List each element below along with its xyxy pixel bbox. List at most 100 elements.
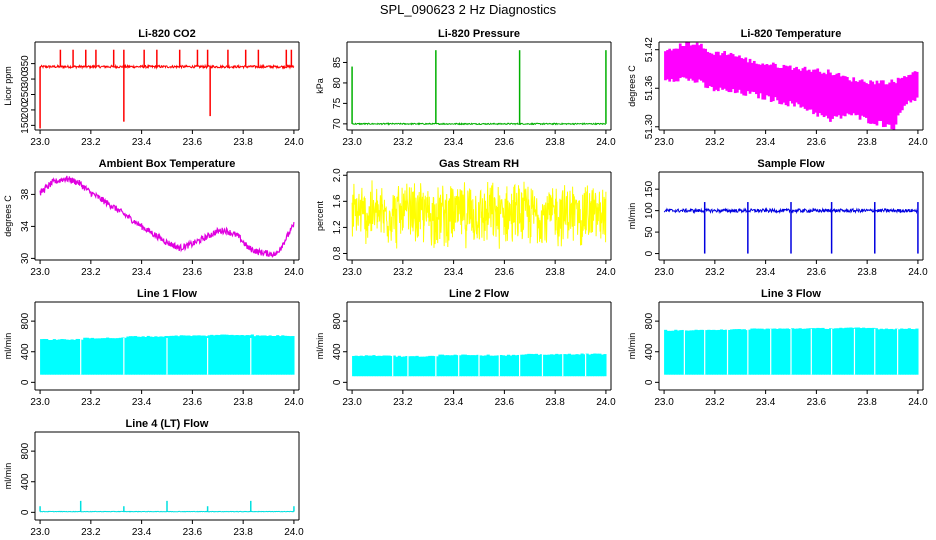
y-tick-label: 200 (20, 101, 31, 118)
x-tick-label: 24.0 (284, 267, 304, 278)
band-segment (858, 80, 862, 120)
band-segment (759, 64, 762, 94)
block-segment (189, 336, 193, 375)
band-segment (668, 48, 672, 82)
block-segment (895, 328, 899, 375)
block-segment (907, 328, 911, 375)
block-segment (557, 354, 561, 377)
block-segment (202, 335, 206, 375)
band-segment (727, 54, 731, 93)
block-segment (387, 355, 391, 377)
band-segment (678, 43, 682, 79)
block-segment (461, 354, 465, 377)
y-axis-label: ml/min (627, 203, 637, 230)
block-segment (62, 339, 67, 375)
band-segment (761, 63, 765, 100)
block-segment (410, 356, 414, 377)
band-segment (854, 81, 858, 116)
y-tick-label: 80 (332, 77, 343, 89)
block-segment (527, 353, 531, 377)
x-tick-label: 24.0 (908, 137, 928, 148)
band-segment (769, 64, 773, 102)
block-segment (851, 327, 856, 375)
block-segment (506, 354, 511, 377)
block-segment (128, 336, 133, 375)
block-segment (75, 338, 79, 375)
block-segment (172, 335, 176, 375)
block-segment (169, 335, 173, 375)
block-segment (68, 339, 72, 375)
band-segment (765, 64, 769, 96)
band-segment (894, 83, 898, 125)
y-axis-label: ml/min (3, 333, 13, 360)
block-segment (730, 329, 734, 375)
y-tick-label: 800 (20, 312, 31, 329)
block-segment (95, 338, 100, 375)
block-segment (806, 328, 810, 375)
x-tick-label: 23.0 (654, 397, 674, 408)
block-segment (666, 330, 670, 375)
block-segment (583, 354, 587, 377)
band-segment (693, 44, 697, 83)
block-segment (509, 355, 513, 377)
block-segment (108, 338, 112, 375)
block-segment (103, 338, 107, 375)
x-tick-label: 23.2 (81, 267, 101, 278)
block-segment (466, 355, 470, 377)
block-segment (484, 355, 488, 377)
y-axis-label: Licor ppm (3, 66, 13, 106)
band-segment (837, 72, 841, 116)
block-segment (372, 355, 376, 377)
band-segment (750, 62, 754, 92)
band-segment (848, 80, 851, 115)
block-segment (560, 354, 564, 377)
block-segment (278, 336, 282, 375)
band-segment (788, 65, 792, 102)
y-tick-label: 400 (20, 343, 31, 360)
block-segment (697, 330, 701, 375)
block-segment (255, 335, 259, 375)
block-segment (57, 339, 61, 375)
block-segment (796, 328, 800, 375)
band-segment (742, 58, 746, 96)
block-segment (126, 336, 130, 375)
block-segment (179, 335, 183, 375)
band-segment (905, 77, 908, 105)
chart-title: Line 1 Flow (137, 288, 197, 300)
block-segment (177, 336, 181, 375)
x-tick-label: 23.6 (183, 137, 203, 148)
band-segment (676, 48, 680, 82)
block-segment (747, 329, 751, 375)
block-segment (397, 355, 401, 377)
block-segment (742, 329, 746, 375)
block-segment (134, 336, 138, 375)
x-tick-label: 23.2 (705, 397, 725, 408)
block-segment (144, 337, 148, 375)
block-segment (222, 334, 226, 375)
block-segment (542, 354, 546, 377)
band-segment (839, 76, 843, 119)
x-tick-label: 23.4 (756, 137, 776, 148)
chart-panel: Sample Flow 23.0 23.2 23.4 23.6 23.8 24.0 0 50 10… (627, 158, 928, 278)
band-segment (814, 69, 817, 113)
series-line-2 (352, 353, 607, 377)
band-segment (710, 53, 714, 87)
y-tick-label: 2.0 (332, 168, 343, 182)
x-tick-label: 23.8 (233, 397, 253, 408)
block-segment (717, 329, 721, 375)
x-tick-label: 23.6 (807, 397, 827, 408)
y-tick-label: 51.42 (644, 37, 655, 62)
x-tick-label: 23.4 (132, 137, 152, 148)
chart-title: Li-820 CO2 (138, 28, 195, 40)
chart-panel: Line 1 Flow 23.0 23.2 23.4 23.6 23.8 24.0 0 400 8… (3, 288, 304, 408)
block-segment (374, 356, 379, 377)
series-line (39, 63, 295, 70)
chart-panel: Line 2 Flow 23.0 23.2 23.4 23.6 23.8 24.0 0 400 8… (315, 288, 616, 408)
block-segment (580, 353, 584, 377)
y-tick-label: 85 (332, 56, 343, 68)
band-segment (771, 62, 775, 102)
block-segment (167, 336, 171, 375)
y-axis-label: ml/min (315, 333, 325, 360)
block-segment (755, 328, 759, 375)
block-segment (268, 335, 272, 375)
